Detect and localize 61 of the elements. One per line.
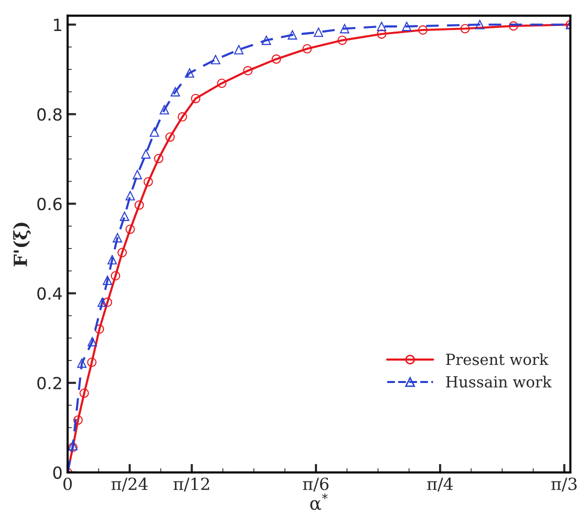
y-tick-label: 0.8 — [37, 108, 62, 121]
point — [170, 87, 180, 96]
point — [338, 36, 347, 45]
point — [108, 255, 117, 264]
point — [262, 36, 272, 45]
point — [314, 28, 324, 37]
point — [141, 149, 151, 159]
x-tick-label: π/24 — [111, 478, 148, 492]
point — [234, 45, 244, 54]
point — [460, 24, 470, 34]
point — [160, 105, 170, 114]
y-tick-label: 0 — [53, 466, 62, 479]
point — [508, 21, 518, 31]
point — [210, 54, 220, 64]
point — [150, 127, 160, 137]
point — [302, 44, 312, 54]
point — [126, 190, 135, 200]
point — [340, 24, 350, 34]
point — [418, 25, 428, 35]
point — [178, 112, 188, 122]
y-tick-label: 0.2 — [37, 376, 62, 390]
x-axis-title: α$^{*}$ — [310, 493, 328, 510]
point — [87, 358, 96, 367]
point — [102, 298, 112, 307]
x-tick-label: π/12 — [174, 478, 210, 492]
point — [102, 276, 112, 285]
point — [110, 271, 120, 281]
x-tick-label: π/4 — [427, 478, 453, 492]
point — [154, 154, 164, 164]
legend-label: Hussain work — [446, 376, 552, 388]
x-tick-label: 0 — [63, 478, 72, 490]
point — [165, 132, 175, 142]
point — [272, 54, 281, 64]
y-tick-label: 0.6 — [37, 198, 62, 210]
point — [88, 336, 97, 346]
point — [475, 20, 484, 30]
point — [80, 388, 89, 398]
point — [402, 22, 412, 32]
point — [217, 78, 226, 88]
point — [243, 66, 253, 76]
point — [184, 68, 194, 78]
y-axis-title: F'(ξ) — [13, 222, 31, 266]
point — [73, 415, 83, 425]
point — [98, 298, 107, 307]
point — [77, 358, 87, 368]
x-tick-label: π/6 — [302, 478, 328, 492]
y-tick-label: 0.4 — [37, 287, 62, 300]
point — [376, 29, 386, 39]
point — [120, 212, 130, 221]
point — [117, 248, 127, 258]
point — [144, 177, 153, 186]
point — [126, 224, 135, 234]
point — [134, 200, 144, 210]
x-tick-label: π/3 — [551, 478, 577, 492]
point — [132, 170, 142, 180]
point — [112, 233, 122, 242]
point — [376, 22, 386, 32]
legend-label: Present work — [446, 353, 548, 366]
point — [288, 30, 298, 40]
y-tick-label: 1 — [54, 18, 62, 31]
point — [190, 94, 200, 104]
